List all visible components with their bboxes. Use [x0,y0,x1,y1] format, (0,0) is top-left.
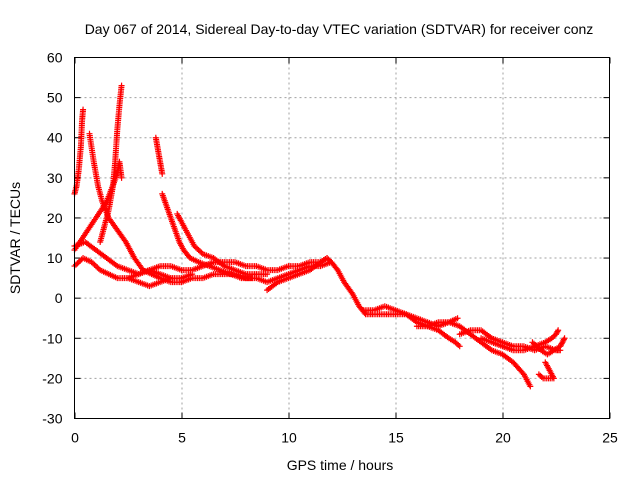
x-tick-label: 15 [388,430,404,446]
y-tick-label: 30 [47,170,63,186]
series-track-1 [71,106,87,197]
y-tick-label: -30 [42,411,62,427]
plot-frame [74,57,610,419]
grid-layer [74,57,610,419]
y-axis-title: SDTVAR / TECUs [7,182,23,294]
data-point-marker [561,335,568,342]
data-point-marker [159,170,166,177]
x-axis-title: GPS time / hours [287,457,394,473]
data-point-marker [554,328,561,335]
data-point-marker [519,370,526,377]
series-track-7 [152,134,166,177]
series-track-8 [159,190,256,282]
data-point-marker [454,315,461,322]
data-point-marker [333,265,340,272]
x-tick-label: 10 [281,430,297,446]
chart-title: Day 067 of 2014, Sidereal Day-to-day VTE… [85,21,594,37]
y-tick-label: 60 [47,50,63,66]
data-point-marker [527,383,534,390]
x-tick-label: 0 [71,430,79,446]
y-tick-label: 40 [47,130,63,146]
x-tick-label: 25 [602,430,618,446]
x-tick-label: 5 [178,430,186,446]
marks-layer [71,82,568,390]
data-point-marker [118,82,125,89]
y-tick-label: -10 [42,330,62,346]
series-track-5 [97,82,125,246]
data-point-marker [80,106,87,113]
data-point-marker [456,343,463,350]
series-track-17 [529,335,568,358]
y-tick-label: 10 [47,250,63,266]
y-tick-label: 20 [47,210,63,226]
data-point-marker [535,371,542,378]
y-tick-label: -20 [42,370,62,386]
y-tick-label: 50 [47,90,63,106]
series-track-18 [535,359,557,382]
data-point-marker [118,174,125,181]
x-tick-label: 20 [495,430,511,446]
y-tick-label: 0 [55,290,63,306]
series-track-13 [360,303,463,350]
data-point-marker [560,336,567,343]
data-point-marker [555,327,562,334]
